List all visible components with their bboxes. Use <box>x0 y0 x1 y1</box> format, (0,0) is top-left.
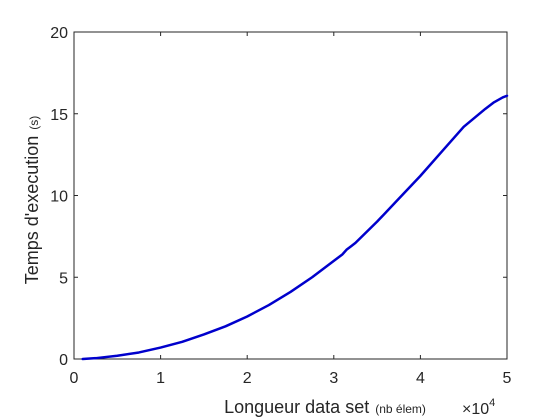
x-axis-multiplier-exponent: 4 <box>489 397 495 409</box>
x-tick-label: 5 <box>503 370 512 387</box>
y-axis-ticks: 0 5 10 15 20 <box>50 25 507 369</box>
y-tick-label: 5 <box>59 270 68 287</box>
y-tick-label: 15 <box>50 107 68 124</box>
series-layer <box>81 94 509 361</box>
x-tick-label: 3 <box>329 370 338 387</box>
x-tick-label: 1 <box>156 370 165 387</box>
y-tick-label: 0 <box>59 352 68 369</box>
series-line <box>81 94 509 361</box>
x-axis-multiplier: ×104 <box>462 397 495 418</box>
x-axis-label: Longueur data set (nb élem) <box>224 397 426 417</box>
x-tick-label: 2 <box>243 370 252 387</box>
y-tick-label: 20 <box>50 25 68 42</box>
axes-box <box>73 31 508 360</box>
x-tick-label: 4 <box>416 370 425 387</box>
y-axis-label: Temps d'execution (s) <box>22 116 42 285</box>
y-axis-label-unit: (s) <box>27 116 41 130</box>
x-axis-multiplier-base: ×10 <box>462 401 489 418</box>
plot-frame <box>73 31 508 360</box>
y-axis-label-text: Temps d'execution <box>22 136 42 285</box>
x-axis-label-text: Longueur data set <box>224 397 369 417</box>
x-tick-label: 0 <box>70 370 79 387</box>
x-axis-label-unit: (nb élem) <box>375 402 426 416</box>
y-tick-label: 10 <box>50 189 68 206</box>
x-axis-ticks: 0 1 2 3 4 5 <box>70 32 512 387</box>
